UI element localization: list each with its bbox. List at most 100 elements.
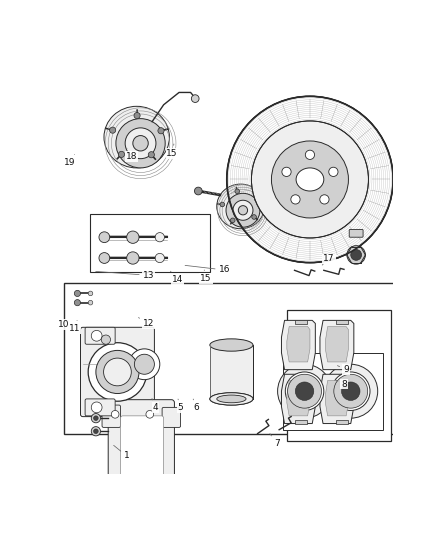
Bar — [287, 310, 391, 441]
Ellipse shape — [210, 339, 253, 351]
Text: 18: 18 — [126, 148, 138, 161]
Circle shape — [230, 218, 235, 223]
Circle shape — [74, 300, 81, 306]
FancyBboxPatch shape — [85, 327, 115, 344]
Circle shape — [134, 112, 140, 119]
Circle shape — [91, 402, 102, 413]
Circle shape — [127, 231, 139, 244]
Text: 8: 8 — [336, 379, 347, 389]
Circle shape — [91, 330, 102, 341]
Circle shape — [226, 193, 260, 227]
Circle shape — [125, 128, 156, 159]
Bar — [283, 353, 383, 430]
Bar — [294, 320, 307, 324]
Ellipse shape — [210, 393, 253, 405]
Circle shape — [329, 167, 338, 176]
Text: 5: 5 — [178, 399, 184, 413]
Circle shape — [99, 253, 110, 263]
Bar — [64, 284, 395, 433]
Circle shape — [91, 414, 100, 423]
Circle shape — [133, 135, 148, 151]
Text: 10: 10 — [57, 320, 69, 329]
Text: 15: 15 — [200, 270, 212, 283]
Circle shape — [146, 410, 154, 418]
Circle shape — [324, 364, 378, 418]
Circle shape — [320, 195, 329, 204]
FancyBboxPatch shape — [102, 490, 120, 508]
Polygon shape — [282, 320, 315, 370]
Circle shape — [127, 252, 139, 264]
Ellipse shape — [210, 393, 253, 405]
Text: 9: 9 — [337, 365, 349, 374]
Circle shape — [220, 202, 225, 207]
Text: 14: 14 — [170, 271, 183, 284]
FancyBboxPatch shape — [102, 405, 120, 427]
Circle shape — [278, 364, 332, 418]
FancyBboxPatch shape — [85, 399, 115, 416]
Circle shape — [158, 128, 164, 134]
Bar — [210, 345, 253, 399]
Circle shape — [227, 96, 393, 263]
Circle shape — [101, 335, 110, 344]
FancyBboxPatch shape — [120, 416, 164, 497]
Circle shape — [129, 349, 160, 379]
Circle shape — [252, 215, 256, 219]
Text: 15: 15 — [166, 144, 178, 158]
Circle shape — [295, 382, 314, 400]
Circle shape — [351, 249, 361, 260]
Text: 11: 11 — [69, 320, 80, 333]
Circle shape — [194, 187, 202, 195]
Circle shape — [342, 382, 360, 400]
Text: 4: 4 — [152, 399, 158, 413]
Text: 16: 16 — [185, 265, 230, 274]
Text: 1: 1 — [113, 446, 130, 461]
Circle shape — [88, 343, 147, 401]
Circle shape — [94, 429, 98, 433]
Circle shape — [88, 291, 93, 296]
Circle shape — [291, 195, 300, 204]
Ellipse shape — [296, 168, 324, 191]
Circle shape — [118, 151, 124, 157]
Circle shape — [288, 374, 321, 408]
Circle shape — [148, 152, 155, 158]
Circle shape — [334, 374, 367, 408]
Circle shape — [111, 410, 119, 418]
Text: 13: 13 — [96, 271, 154, 280]
Circle shape — [282, 167, 291, 176]
Polygon shape — [320, 320, 354, 370]
Circle shape — [155, 232, 164, 242]
Circle shape — [74, 290, 81, 296]
Polygon shape — [287, 327, 310, 362]
FancyBboxPatch shape — [81, 327, 155, 417]
Circle shape — [116, 119, 165, 168]
Ellipse shape — [104, 106, 170, 168]
Circle shape — [305, 150, 314, 159]
Polygon shape — [282, 374, 315, 424]
Ellipse shape — [217, 395, 246, 403]
FancyBboxPatch shape — [349, 230, 363, 237]
Circle shape — [191, 95, 199, 102]
Circle shape — [233, 200, 253, 220]
Polygon shape — [287, 381, 310, 416]
Circle shape — [238, 206, 247, 215]
Bar — [294, 419, 307, 424]
Circle shape — [254, 197, 259, 201]
Circle shape — [272, 141, 349, 218]
Circle shape — [88, 301, 93, 305]
Circle shape — [96, 350, 139, 393]
Circle shape — [235, 189, 240, 193]
Text: 6: 6 — [193, 399, 199, 413]
Circle shape — [347, 246, 365, 264]
Circle shape — [94, 416, 98, 421]
Polygon shape — [320, 374, 354, 424]
Circle shape — [99, 232, 110, 243]
Polygon shape — [325, 381, 349, 416]
FancyBboxPatch shape — [108, 400, 174, 514]
FancyBboxPatch shape — [162, 407, 180, 427]
Circle shape — [134, 354, 155, 374]
Bar — [91, 214, 210, 272]
Bar — [336, 419, 349, 424]
Text: 17: 17 — [322, 254, 335, 265]
Bar — [336, 320, 349, 324]
Circle shape — [251, 121, 368, 238]
